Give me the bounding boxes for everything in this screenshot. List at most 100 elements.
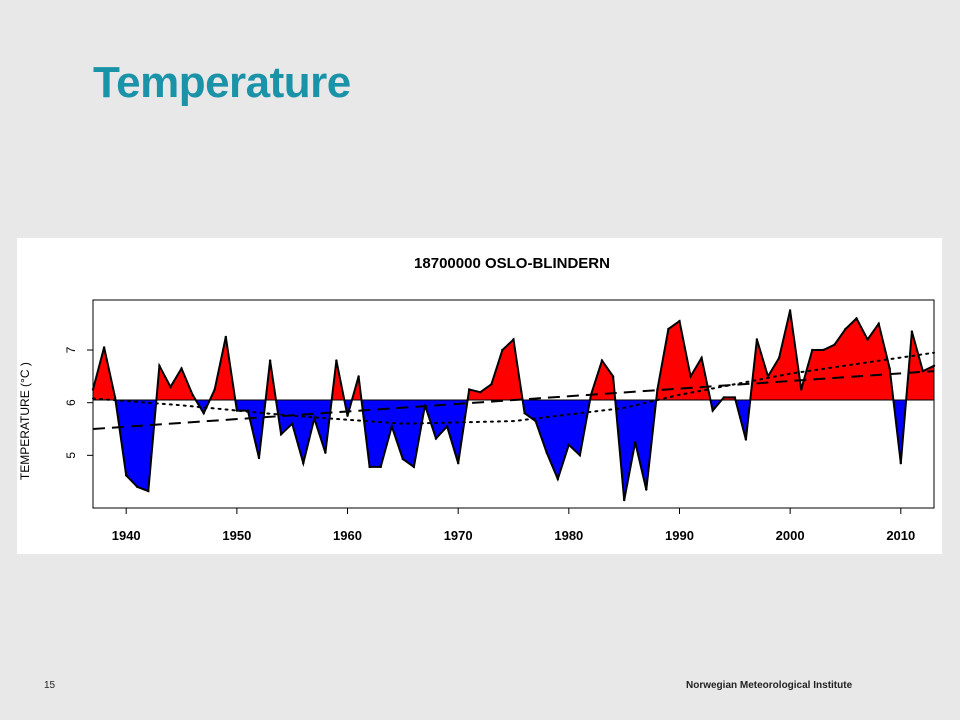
anomaly-area-below-21 bbox=[893, 400, 907, 464]
x-tick-label-1970: 1970 bbox=[444, 528, 473, 543]
data-point-1964 bbox=[390, 425, 393, 428]
data-point-2008 bbox=[877, 322, 880, 325]
data-point-1985 bbox=[623, 498, 626, 502]
anomaly-area-below-11 bbox=[361, 400, 468, 467]
data-point-1981 bbox=[578, 454, 582, 457]
y-tick-label-6: 6 bbox=[64, 399, 78, 406]
data-point-1980 bbox=[567, 443, 570, 446]
data-point-2009 bbox=[888, 367, 891, 370]
smooth-trend-line bbox=[92, 351, 935, 425]
data-point-1995 bbox=[733, 396, 736, 399]
chart-title: 18700000 OSLO-BLINDERN bbox=[414, 255, 610, 272]
data-point-1940 bbox=[125, 474, 128, 477]
data-point-1961 bbox=[357, 375, 360, 378]
data-point-1993 bbox=[711, 409, 714, 412]
data-point-1949 bbox=[224, 335, 227, 339]
data-point-1944 bbox=[169, 385, 172, 389]
data-point-1968 bbox=[434, 437, 438, 440]
data-point-1952 bbox=[257, 456, 261, 460]
data-point-1954 bbox=[279, 433, 283, 436]
data-point-1945 bbox=[180, 367, 183, 370]
data-point-1999 bbox=[777, 356, 781, 360]
x-tick-label-2000: 2000 bbox=[776, 528, 805, 543]
data-point-1994 bbox=[722, 396, 725, 399]
data-point-1989 bbox=[667, 327, 670, 331]
data-point-1991 bbox=[689, 375, 692, 378]
data-point-1959 bbox=[335, 359, 338, 362]
organization-name: Norwegian Meteorological Institute bbox=[686, 680, 853, 691]
data-point-1960 bbox=[346, 414, 349, 417]
x-tick-label-1960: 1960 bbox=[333, 528, 362, 543]
data-point-1947 bbox=[202, 412, 205, 415]
anomaly-area-above-6 bbox=[265, 360, 276, 401]
data-point-1965 bbox=[401, 457, 404, 461]
anomaly-area-below-13 bbox=[522, 400, 590, 479]
x-tick-label-1990: 1990 bbox=[665, 528, 694, 543]
data-point-1975 bbox=[512, 338, 515, 341]
anomaly-area-below-3 bbox=[195, 400, 210, 414]
linear-trend-line bbox=[92, 370, 935, 431]
data-point-2010 bbox=[899, 462, 902, 465]
data-point-1984 bbox=[611, 375, 615, 378]
anomaly-area-above-22 bbox=[906, 331, 934, 401]
data-point-1950 bbox=[235, 409, 239, 412]
page-number: 15 bbox=[44, 680, 56, 691]
data-point-2011 bbox=[910, 330, 914, 333]
data-point-1974 bbox=[501, 348, 504, 352]
anomaly-area-above-20 bbox=[750, 310, 894, 401]
data-point-1956 bbox=[302, 462, 305, 465]
data-point-1948 bbox=[213, 388, 216, 391]
data-point-1969 bbox=[445, 425, 449, 428]
data-point-1941 bbox=[136, 485, 139, 489]
data-point-1972 bbox=[479, 391, 482, 394]
temperature-chart: 1940 1950 1960 1970 1980 1990 2000 2010 5 6 7 TEMPE… bbox=[18, 255, 936, 543]
data-point-1986 bbox=[634, 441, 637, 444]
x-tick-label-1980: 1980 bbox=[554, 528, 583, 543]
data-point-1970 bbox=[457, 462, 460, 465]
data-point-1988 bbox=[656, 388, 659, 391]
data-point-2012 bbox=[921, 369, 925, 373]
data-point-2004 bbox=[833, 343, 836, 346]
data-point-1996 bbox=[744, 438, 748, 441]
data-point-1957 bbox=[313, 417, 316, 420]
data-point-1962 bbox=[368, 465, 371, 469]
data-point-1979 bbox=[556, 477, 559, 481]
chart-panel: 1940 1950 1960 1970 1980 1990 2000 2010 5 6 7 TEMPE… bbox=[17, 238, 942, 554]
data-point-2007 bbox=[866, 338, 869, 341]
data-point-1978 bbox=[545, 451, 548, 454]
data-point-1997 bbox=[755, 338, 759, 341]
data-point-1971 bbox=[468, 388, 471, 391]
anomaly-area-above-0 bbox=[93, 347, 116, 401]
data-point-1990 bbox=[678, 319, 681, 323]
anomaly-area-above-2 bbox=[156, 365, 196, 401]
data-point-2001 bbox=[800, 388, 803, 391]
data-point-1939 bbox=[113, 396, 117, 399]
data-point-1958 bbox=[324, 451, 327, 454]
data-point-1955 bbox=[291, 422, 294, 425]
data-point-2003 bbox=[822, 348, 825, 352]
data-point-1973 bbox=[490, 383, 493, 386]
data-point-1983 bbox=[600, 359, 604, 362]
data-point-2000 bbox=[788, 309, 792, 312]
data-point-1942 bbox=[147, 489, 150, 493]
anomaly-area-below-5 bbox=[235, 400, 266, 458]
anomaly-area-above-12 bbox=[467, 339, 523, 401]
anomaly-area-above-8 bbox=[331, 360, 345, 401]
data-point-1963 bbox=[379, 465, 382, 469]
anomaly-area-below-15 bbox=[615, 400, 657, 501]
data-point-1977 bbox=[534, 419, 537, 423]
data-point-1943 bbox=[158, 364, 161, 367]
data-point-2002 bbox=[811, 348, 814, 352]
data-point-2005 bbox=[844, 327, 847, 331]
x-tick-label-2010: 2010 bbox=[886, 528, 915, 543]
x-tick-label-1940: 1940 bbox=[112, 528, 141, 543]
data-point-1976 bbox=[523, 412, 526, 415]
data-point-2006 bbox=[855, 317, 858, 320]
y-tick-label-5: 5 bbox=[64, 452, 78, 459]
data-point-1966 bbox=[412, 465, 416, 469]
data-point-1946 bbox=[191, 393, 194, 396]
data-point-1953 bbox=[268, 359, 272, 362]
plot-frame bbox=[92, 299, 935, 509]
y-axis-label: TEMPERATURE (°C ) bbox=[18, 362, 32, 480]
anomaly-area-above-16 bbox=[656, 321, 711, 401]
